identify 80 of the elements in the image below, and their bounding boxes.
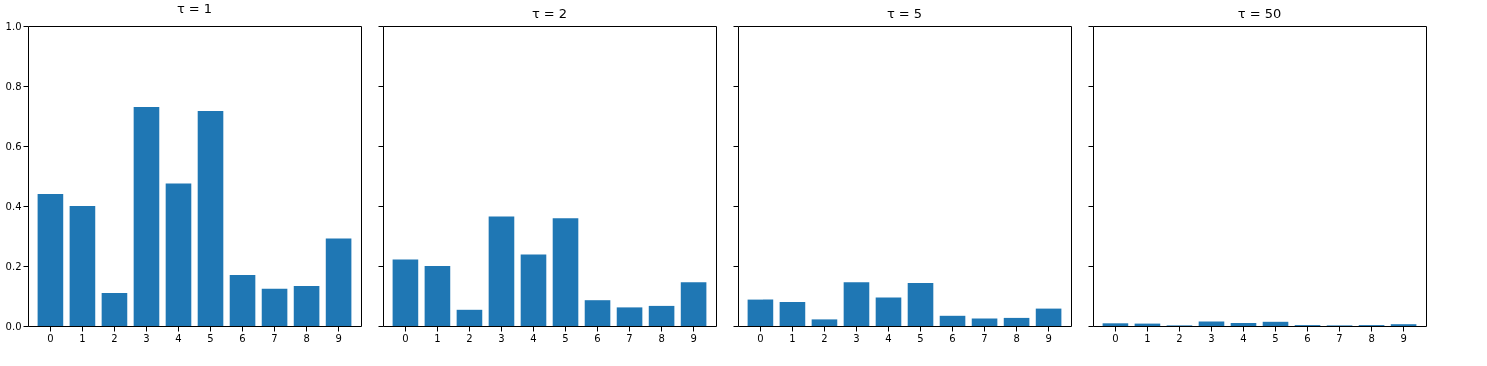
chart-title: τ = 50: [1237, 5, 1282, 21]
x-tick-label: 9: [690, 332, 697, 344]
bar: [101, 293, 128, 326]
chart-title: τ = 2: [531, 5, 568, 21]
bar: [37, 194, 64, 326]
y-tick-label: 0.2: [5, 260, 22, 272]
bar: [1035, 308, 1062, 326]
x-tick-label: 5: [917, 332, 924, 344]
x-tick-label: 1: [434, 332, 441, 344]
x-tick-label: 0: [757, 332, 764, 344]
bar: [552, 218, 579, 326]
x-tick-label: 4: [885, 332, 892, 344]
bar: [680, 282, 707, 326]
bar: [133, 107, 160, 326]
x-tick-label: 1: [789, 332, 796, 344]
y-tick-label: 1.0: [5, 20, 22, 32]
x-tick-label: 6: [594, 332, 601, 344]
y-tick-label: 0.0: [5, 320, 22, 332]
bar: [907, 283, 934, 326]
x-tick-label: 7: [1336, 332, 1343, 344]
x-tick-label: 2: [466, 332, 473, 344]
x-tick-label: 6: [239, 332, 246, 344]
bar: [261, 288, 288, 326]
bar: [1003, 317, 1030, 326]
bar: [69, 206, 96, 326]
chart-title: τ = 5: [886, 5, 923, 21]
bar: [811, 319, 838, 326]
x-tick-label: 0: [47, 332, 54, 344]
x-tick-label: 4: [1240, 332, 1247, 344]
bar: [875, 297, 902, 326]
bar: [584, 300, 611, 326]
bar: [648, 305, 675, 326]
x-tick-label: 3: [143, 332, 150, 344]
x-tick-label: 2: [821, 332, 828, 344]
x-tick-label: 7: [626, 332, 633, 344]
y-tick-label: 0.4: [5, 200, 22, 212]
x-tick-label: 0: [1112, 332, 1119, 344]
y-tick-label: 0.6: [5, 140, 22, 152]
x-tick-label: 5: [207, 332, 214, 344]
x-tick-label: 5: [1272, 332, 1279, 344]
bar: [747, 299, 774, 326]
x-tick-label: 6: [949, 332, 956, 344]
bar: [325, 238, 352, 326]
chart-title: τ = 1: [176, 1, 213, 16]
bar: [229, 275, 256, 326]
y-tick-label: 0.8: [5, 80, 22, 92]
x-tick-label: 8: [658, 332, 665, 344]
x-tick-label: 0: [402, 332, 409, 344]
x-tick-label: 9: [1045, 332, 1052, 344]
bar: [197, 110, 224, 326]
bar: [424, 266, 451, 326]
bar: [293, 286, 320, 326]
x-tick-label: 3: [498, 332, 505, 344]
bar: [488, 216, 515, 326]
x-tick-label: 3: [853, 332, 860, 344]
x-tick-label: 1: [1144, 332, 1151, 344]
bar: [843, 282, 870, 326]
x-tick-label: 7: [981, 332, 988, 344]
x-tick-label: 9: [1400, 332, 1407, 344]
x-tick-label: 8: [1368, 332, 1375, 344]
bar: [165, 183, 192, 326]
x-tick-label: 4: [530, 332, 537, 344]
bar: [616, 307, 643, 326]
bar: [456, 309, 483, 326]
bar: [971, 318, 998, 326]
bar: [939, 315, 966, 326]
x-tick-label: 9: [335, 332, 342, 344]
x-tick-label: 4: [175, 332, 182, 344]
bar: [520, 254, 547, 326]
x-tick-label: 6: [1304, 332, 1311, 344]
x-tick-label: 8: [303, 332, 310, 344]
bar: [392, 259, 419, 326]
bar: [779, 302, 806, 326]
x-tick-label: 3: [1208, 332, 1215, 344]
x-tick-label: 7: [271, 332, 278, 344]
x-tick-label: 8: [1013, 332, 1020, 344]
x-tick-label: 2: [111, 332, 118, 344]
x-tick-label: 1: [79, 332, 86, 344]
x-tick-label: 2: [1176, 332, 1183, 344]
x-tick-label: 5: [562, 332, 569, 344]
